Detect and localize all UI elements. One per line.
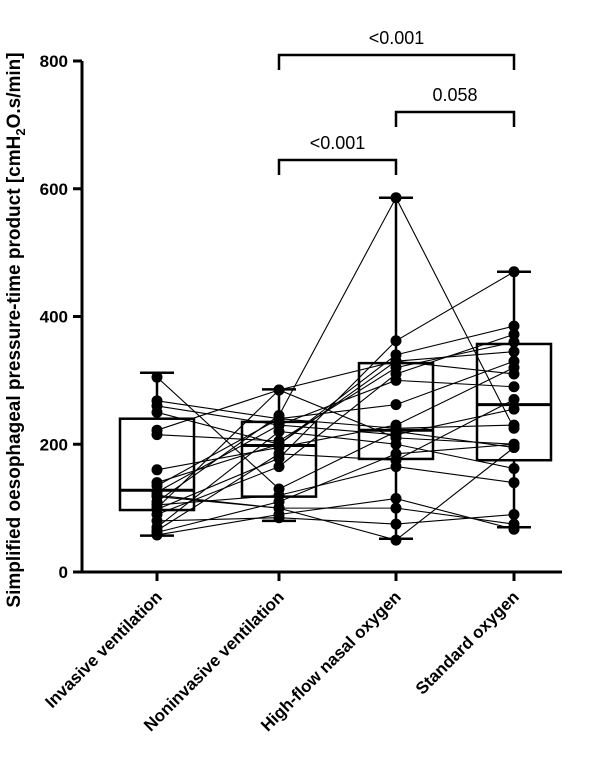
data-point [390,438,402,450]
data-point [273,502,285,514]
y-tick-label: 400 [40,308,68,327]
data-point [390,399,402,411]
data-point [508,394,520,406]
data-point [508,346,520,358]
data-point [390,335,402,347]
subject-line [156,447,515,541]
subject-line [156,466,515,506]
y-tick-label: 200 [40,435,68,454]
data-point [508,441,520,453]
x-category-label: Standard oxygen [412,587,523,698]
subject-line [156,497,515,536]
subject-line [156,271,515,510]
significance-bracket: 0.058 [394,85,516,127]
data-point [151,429,163,441]
data-point [151,371,163,383]
y-tick-label: 0 [59,563,68,582]
subject-line [156,443,515,533]
x-category-label: Invasive ventilation [41,587,165,711]
bracket-line [277,158,398,175]
x-category-label: High-flow nasal oxygen [257,587,405,735]
data-point [508,266,520,278]
data-point [508,523,520,535]
subject-line [156,341,515,442]
data-point [390,419,402,431]
data-point [151,406,163,418]
data-point [508,381,520,393]
subject-connection-lines [156,196,515,541]
data-point [151,502,163,514]
significance-bracket: <0.001 [277,28,516,70]
y-tick-label: 600 [40,180,68,199]
significance-bracket: <0.001 [277,133,398,175]
subject-line [156,376,515,490]
data-point [390,534,402,546]
data-point [151,524,163,536]
data-point [508,328,520,340]
data-point [508,403,520,415]
subject-line [156,351,515,445]
subject-line [156,496,515,525]
data-point [273,384,285,396]
data-points [151,192,520,546]
subject-line [156,430,515,528]
data-point [390,518,402,530]
subject-line [156,196,515,503]
subject-line [156,333,515,516]
y-axis-title: Simplified oesophageal pressure-time pro… [4,52,28,607]
subject-line [156,399,515,531]
data-point [390,454,402,466]
data-point [390,355,402,367]
p-value-label: <0.001 [369,28,425,48]
data-point [508,509,520,521]
data-point [508,320,520,332]
y-tick-label: 800 [40,52,68,71]
data-point [151,489,163,501]
subject-line [156,379,515,426]
data-point [273,410,285,422]
data-point [508,355,520,367]
subject-line [156,513,515,525]
y-ticks: 0 200 400 600 800 [40,52,82,582]
subject-line [156,360,515,487]
bracket-line [394,110,516,127]
significance-brackets: <0.001 0.058 <0.001 [277,28,516,175]
data-point [151,464,163,476]
data-point [273,438,285,450]
subject-line [156,389,515,445]
data-point [508,477,520,489]
data-point [390,192,402,204]
bracket-line [277,53,516,70]
data-point [273,461,285,473]
p-value-label: 0.058 [432,85,477,105]
data-point [273,425,285,437]
data-point [508,463,520,475]
data-point [508,422,520,434]
subject-line [156,360,515,509]
data-point [508,368,520,380]
data-point [390,493,402,505]
data-point [390,368,402,380]
data-point [390,429,402,441]
p-value-label: <0.001 [310,133,366,153]
box-plots [118,196,553,541]
data-point [390,502,402,514]
subject-line [156,367,515,471]
data-point [508,336,520,348]
data-point [273,448,285,460]
